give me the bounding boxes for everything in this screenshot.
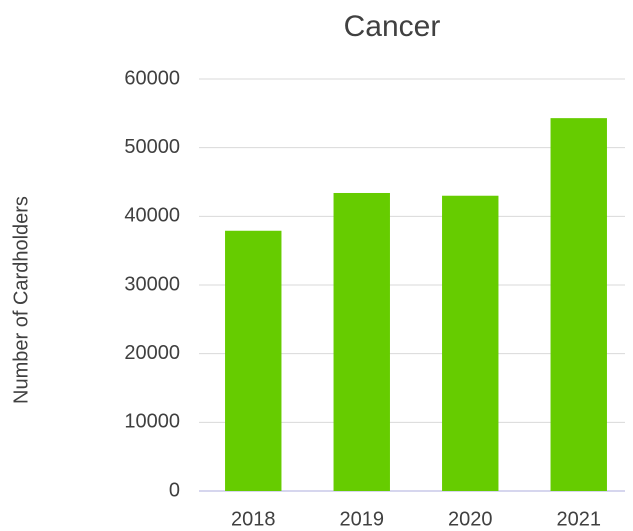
y-tick-label: 40000 (124, 205, 180, 227)
bar (442, 195, 499, 491)
x-tick-label: 2018 (231, 508, 276, 530)
chart-title: Cancer (344, 10, 441, 43)
x-tick-label: 2021 (557, 508, 602, 530)
bar (333, 192, 390, 491)
y-tick-label: 30000 (124, 273, 180, 295)
x-tick-label: 2019 (340, 508, 385, 530)
y-tick-label: 10000 (124, 411, 180, 433)
x-tick-label: 2020 (448, 508, 493, 530)
y-axis-label: Number of Cardholders (10, 196, 32, 404)
y-tick-label: 0 (169, 479, 180, 501)
y-tick-label: 60000 (124, 67, 180, 89)
y-tick-label: 20000 (124, 342, 180, 364)
bar (550, 118, 607, 491)
y-tick-label: 50000 (124, 136, 180, 158)
bar (225, 230, 282, 491)
